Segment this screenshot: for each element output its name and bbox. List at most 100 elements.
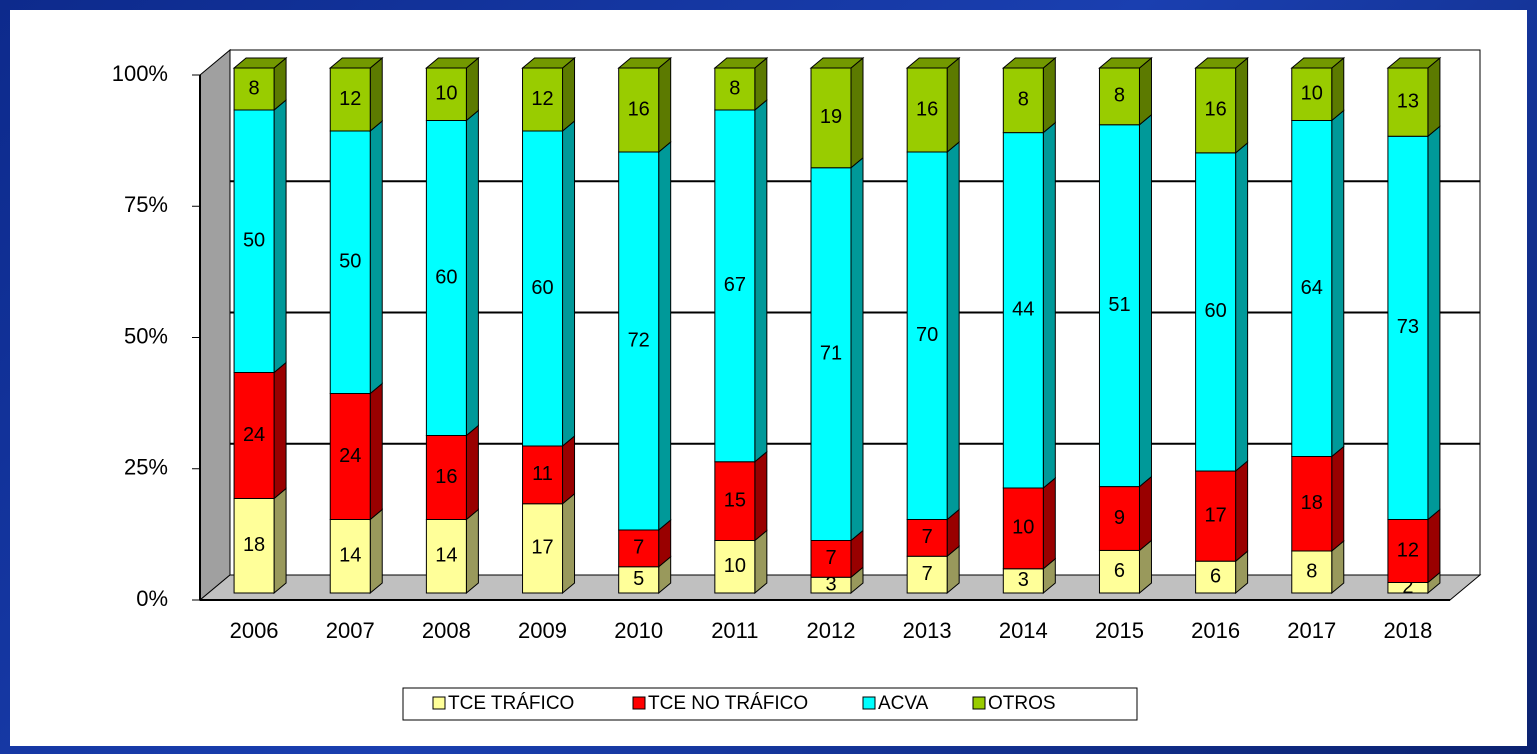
legend-swatch: [632, 696, 646, 710]
data-label: 60: [1204, 300, 1226, 322]
data-label: 10: [1012, 517, 1034, 539]
bar: [1098, 124, 1140, 488]
data-label: 11: [532, 463, 553, 485]
bar: [233, 372, 275, 499]
bar: [1195, 67, 1237, 154]
bar: [714, 109, 756, 463]
bar-side: [465, 508, 479, 595]
bar-side: [465, 424, 479, 521]
bar-side: [1138, 475, 1152, 552]
data-label: 18: [1301, 492, 1323, 514]
bar: [1387, 67, 1429, 137]
bar: [425, 519, 467, 594]
bar: [1291, 67, 1333, 121]
bar: [810, 167, 852, 541]
bar-side: [273, 487, 287, 595]
x-tick-label: 2012: [807, 618, 856, 643]
bar-side: [465, 109, 479, 437]
bar-side: [1331, 56, 1345, 122]
bar: [425, 120, 467, 436]
x-tick-label: 2011: [711, 618, 758, 643]
bar: [329, 519, 371, 594]
bar-side: [562, 434, 576, 505]
bar: [906, 151, 948, 520]
data-label: 17: [531, 537, 553, 559]
legend: [402, 687, 1138, 721]
data-label: 70: [916, 324, 938, 346]
bar: [329, 130, 371, 394]
legend-swatch: [862, 696, 876, 710]
bar-side: [658, 140, 672, 532]
bar: [522, 130, 564, 447]
legend-label: TCE NO TRÁFICO: [648, 693, 808, 714]
bar: [1098, 549, 1140, 594]
bar-side: [1331, 445, 1345, 553]
bar-side: [1235, 56, 1249, 154]
bar-side: [369, 56, 383, 133]
bar: [1195, 560, 1237, 594]
x-tick-label: 2018: [1383, 618, 1432, 643]
y-tick-label: 0%: [136, 586, 168, 611]
bar: [1291, 550, 1333, 594]
bar: [1098, 486, 1140, 551]
x-tick-label: 2017: [1287, 618, 1336, 643]
x-tick-label: 2008: [422, 618, 471, 643]
x-tick-label: 2007: [326, 618, 375, 643]
bar-side: [1042, 476, 1056, 570]
data-label: 13: [1397, 90, 1419, 112]
bar-side: [1042, 56, 1056, 134]
data-label: 60: [531, 277, 553, 299]
y-tick-label: 50%: [124, 323, 168, 348]
x-tick-label: 2009: [518, 618, 567, 643]
data-label: 12: [1397, 539, 1419, 561]
bar: [1002, 568, 1044, 594]
bar: [329, 393, 371, 520]
bar-side: [1235, 141, 1249, 473]
bar-side: [1427, 125, 1441, 521]
x-tick-label: 2015: [1095, 618, 1144, 643]
bar: [906, 555, 948, 594]
data-label: 6: [1210, 565, 1221, 587]
data-label: 3: [825, 573, 836, 595]
data-label: 2: [1402, 576, 1413, 598]
bar: [1098, 67, 1140, 126]
bar-side: [658, 56, 672, 154]
x-tick-label: 2016: [1191, 618, 1240, 643]
bar: [233, 109, 275, 373]
bar-side: [562, 119, 576, 448]
data-label: 7: [633, 537, 644, 559]
bar-side: [273, 98, 287, 374]
data-label: 8: [1018, 89, 1029, 111]
bar: [425, 435, 467, 520]
x-tick-label: 2006: [230, 618, 279, 643]
bar: [810, 67, 852, 169]
bar: [714, 540, 756, 594]
bar-side: [1427, 508, 1441, 584]
data-label: 16: [916, 98, 938, 120]
bar-side: [1042, 121, 1056, 490]
data-label: 18: [243, 534, 265, 556]
data-label: 10: [724, 555, 746, 577]
data-label: 8: [249, 77, 260, 99]
data-label: 50: [339, 251, 361, 273]
bar: [329, 67, 371, 132]
data-label: 12: [531, 88, 553, 110]
bar: [1002, 67, 1044, 134]
bar: [1387, 519, 1429, 583]
bar: [1291, 456, 1333, 552]
x-tick-label: 2014: [999, 618, 1048, 643]
data-label: 15: [724, 489, 746, 511]
data-label: 16: [435, 466, 457, 488]
bar-side: [1235, 459, 1249, 563]
bar: [1002, 132, 1044, 489]
legend-swatch: [432, 696, 446, 710]
bar-side: [850, 156, 864, 542]
data-label: 7: [922, 526, 933, 548]
bar: [810, 540, 852, 578]
legend-label: OTROS: [988, 693, 1056, 714]
bar: [1195, 152, 1237, 472]
bar: [906, 67, 948, 153]
data-label: 51: [1108, 294, 1130, 316]
data-label: 44: [1012, 299, 1034, 321]
